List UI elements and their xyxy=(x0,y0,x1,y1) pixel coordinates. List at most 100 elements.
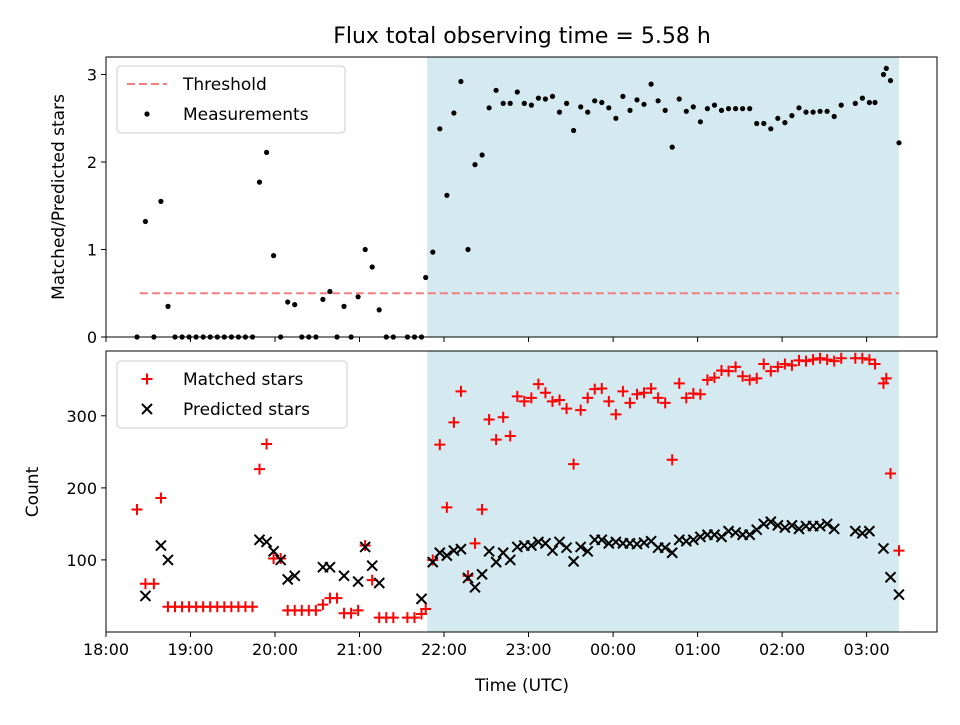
data-point xyxy=(856,527,869,539)
data-point xyxy=(725,106,732,112)
data-point xyxy=(761,120,767,127)
data-point xyxy=(666,454,678,466)
data-point xyxy=(256,179,263,185)
data-point xyxy=(345,607,357,619)
data-point xyxy=(659,541,671,554)
x-tick-label: 18:00 xyxy=(83,640,129,659)
data-point xyxy=(810,109,816,115)
data-point xyxy=(733,106,739,112)
bottom-legend-box xyxy=(116,360,348,429)
legend-dot-swatch xyxy=(144,111,150,117)
data-point xyxy=(694,531,707,543)
data-point xyxy=(814,520,826,532)
data-point xyxy=(525,392,537,404)
data-point xyxy=(285,299,291,305)
top-legend-box xyxy=(116,65,346,134)
data-point xyxy=(352,604,364,616)
top-y-tick-label: 2 xyxy=(87,153,97,172)
data-point xyxy=(662,107,668,113)
bottom-series-1 xyxy=(131,352,905,624)
data-point xyxy=(289,570,301,582)
data-point xyxy=(884,571,897,583)
bottom-plot: Time (UTC) Count 100 200 300 18:00 19:00 20:0… xyxy=(23,350,938,696)
data-point xyxy=(165,303,171,309)
data-point xyxy=(458,78,464,85)
data-point xyxy=(730,361,742,373)
top-shaded-region xyxy=(427,57,899,337)
data-point xyxy=(634,97,640,103)
data-point xyxy=(697,119,704,125)
data-point xyxy=(800,355,812,367)
data-point xyxy=(155,492,167,504)
data-point xyxy=(849,525,862,537)
data-point xyxy=(645,382,657,394)
data-point xyxy=(434,439,446,451)
data-point xyxy=(490,434,502,446)
data-point xyxy=(260,536,273,548)
data-point xyxy=(561,403,573,415)
data-point xyxy=(504,554,516,566)
data-point xyxy=(571,127,577,134)
data-point xyxy=(887,78,894,84)
legend-label: Measurements xyxy=(183,105,309,125)
data-point xyxy=(415,593,428,605)
data-point xyxy=(723,365,735,377)
data-point xyxy=(549,93,556,99)
data-point xyxy=(835,352,847,364)
bottom-plot-area: 100 200 300 18:00 19:00 20:00 21:00 22:00 23:00 0… xyxy=(66,350,938,659)
data-point xyxy=(518,395,530,407)
data-point xyxy=(148,578,160,590)
data-point xyxy=(327,288,333,295)
data-point xyxy=(355,294,361,300)
data-point xyxy=(856,352,868,364)
data-point xyxy=(852,100,858,106)
x-tick-label: 03:00 xyxy=(844,640,890,659)
data-point xyxy=(786,519,798,532)
data-point xyxy=(476,504,488,516)
data-point xyxy=(673,377,685,389)
data-point xyxy=(680,392,692,404)
data-point xyxy=(708,529,721,541)
data-point xyxy=(359,541,371,553)
data-point xyxy=(751,372,763,384)
data-point xyxy=(796,105,802,111)
data-point xyxy=(528,102,535,108)
data-point xyxy=(479,152,485,158)
data-point xyxy=(599,99,605,106)
data-point xyxy=(271,253,277,259)
data-point xyxy=(779,358,791,370)
data-point xyxy=(359,540,371,552)
data-point xyxy=(352,575,364,588)
data-point xyxy=(362,246,368,253)
data-point xyxy=(880,372,892,384)
data-point xyxy=(729,526,742,539)
data-point xyxy=(765,516,777,528)
data-point xyxy=(387,612,399,624)
data-point xyxy=(659,397,671,409)
data-point xyxy=(690,104,696,110)
bottom-axes-frame xyxy=(105,350,938,633)
data-point xyxy=(772,361,784,373)
data-point xyxy=(885,467,897,479)
legend-label: Threshold xyxy=(182,75,267,95)
data-point xyxy=(896,140,902,146)
data-point xyxy=(155,539,167,552)
data-point xyxy=(511,390,523,402)
data-point xyxy=(373,577,385,589)
data-point xyxy=(880,71,887,78)
data-point xyxy=(744,374,756,386)
data-point xyxy=(747,106,753,112)
data-point xyxy=(631,388,643,400)
data-point xyxy=(575,404,587,416)
data-point xyxy=(493,87,499,93)
data-point xyxy=(817,108,823,114)
data-point xyxy=(617,385,629,397)
top-y-axis-label: Matched/Predicted stars xyxy=(49,94,69,300)
data-point xyxy=(462,570,474,582)
data-point xyxy=(585,109,591,115)
data-point xyxy=(465,246,471,253)
data-point xyxy=(408,612,420,624)
data-point xyxy=(789,113,795,119)
data-point xyxy=(420,603,432,615)
data-point xyxy=(267,545,280,558)
